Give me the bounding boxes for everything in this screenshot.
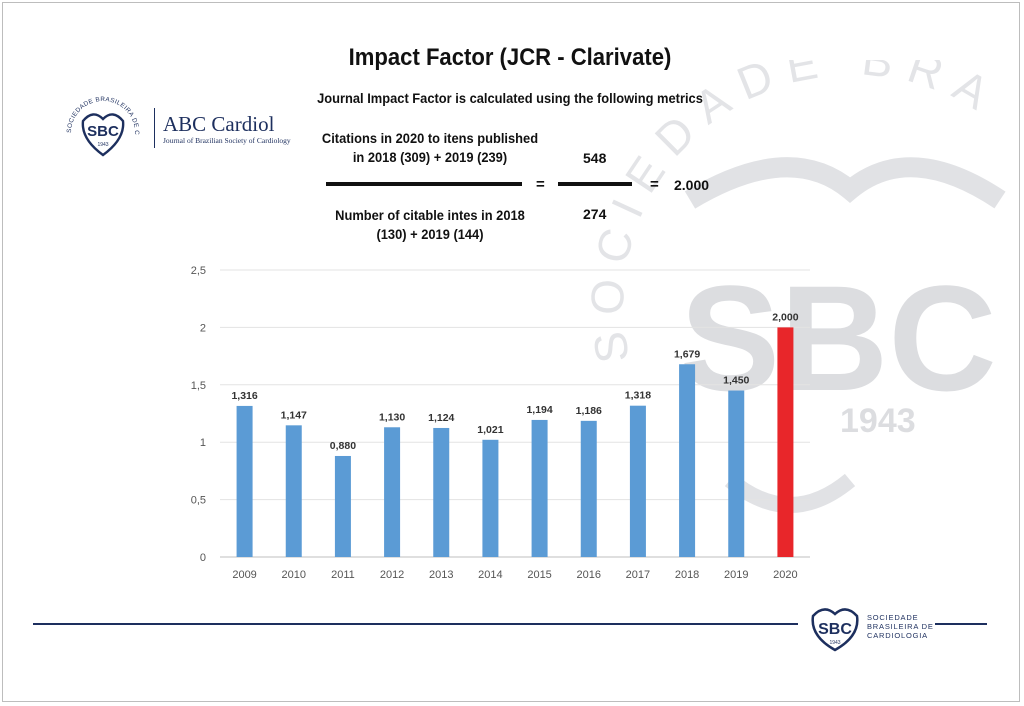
x-tick-label: 2012 [380,569,404,581]
bar-2014 [482,439,499,557]
bar-2019 [728,390,745,557]
x-tick-label: 2015 [527,569,551,581]
equals-sign: = [536,176,545,193]
seal-year-text: 1943 [97,142,108,148]
bar-2020 [777,327,794,557]
x-tick-label: 2013 [429,569,453,581]
data-label: 2,000 [772,311,798,323]
numerator-label: Citations in 2020 to itens published in … [310,129,549,167]
bar-2011 [334,455,351,557]
impact-factor-bar-chart: 0 0,5 1 1,5 2 2,5 1,316 2009 1,147 2010 0,880 2011 1… [191,265,810,581]
footer-rule-left [33,623,798,625]
abc-cardiol-name: ABC Cardiol [163,112,275,136]
numerator-label-line1: Citations in 2020 to itens published [321,130,539,146]
result-equals-sign: = [650,176,659,193]
data-label: 1,450 [723,375,749,387]
data-label: 1,124 [428,412,454,424]
x-tick-label: 2018 [675,569,699,581]
y-tick-label: 2 [200,322,206,334]
footer-year-text: 1943 [829,640,840,646]
data-label: 1,186 [576,405,602,417]
sbc-footer-logo: SBC 1943 [811,608,859,652]
denominator-label: Number of citable intes in 2018 (130) + … [310,206,549,244]
numerator-label-line2: in 2018 (309) + 2019 (239) [352,149,508,165]
abc-cardiol-subtitle: Journal of Brazilian Society of Cardiolo… [163,136,291,145]
result-value: 2.000 [674,177,710,193]
footer-rule-right [935,623,987,625]
y-tick-label: 1,5 [191,380,206,392]
data-label: 1,021 [477,424,503,436]
denominator-label-line2: (130) + 2019 (144) [376,226,484,242]
bar-2009 [236,405,253,557]
footer-line-1: SOCIEDADE [867,613,919,622]
bar-2018 [679,364,696,557]
x-tick-label: 2017 [626,569,650,581]
x-tick-label: 2014 [478,569,502,581]
bar-2012 [384,427,401,557]
y-tick-label: 1 [200,437,206,449]
x-tick-label: 2016 [577,569,601,581]
denominator-label-line1: Number of citable intes in 2018 [335,207,525,223]
fraction-bar-left [326,182,522,186]
footer-society-name: SOCIEDADE BRASILEIRA DE CARDIOLOGIA [867,613,934,640]
bar-2016 [580,420,597,557]
data-label: 1,130 [379,411,405,423]
data-label: 1,194 [526,404,552,416]
y-tick-label: 2,5 [191,265,206,277]
page-title: Impact Factor (JCR - Clarivate) [348,44,672,71]
numerator-value: 548 [583,150,607,166]
data-label: 1,147 [281,409,307,421]
watermark-year: 1943 [840,402,916,440]
data-label: 0,880 [330,440,356,452]
x-tick-label: 2019 [724,569,748,581]
sbc-seal-logo: SOCIEDADE BRASILEIRA DE CARDIOLOGIA SBC … [63,93,140,157]
bar-2017 [629,405,646,557]
page-subtitle: Journal Impact Factor is calculated usin… [317,90,703,106]
x-tick-label: 2020 [773,569,797,581]
x-tick-label: 2009 [232,569,256,581]
x-tick-label: 2011 [331,569,355,581]
seal-sbc-text: SBC [87,123,119,140]
x-tick-label: 2010 [282,569,306,581]
bar-2015 [531,419,548,557]
bar-2010 [285,425,302,557]
logo-divider [154,108,155,148]
y-tick-label: 0,5 [191,495,206,507]
fraction-bar-right [558,182,632,186]
data-label: 1,316 [231,390,257,402]
bar-2013 [433,427,450,557]
data-label: 1,318 [625,390,651,402]
footer-line-3: CARDIOLOGIA [867,631,928,640]
footer-line-2: BRASILEIRA DE [867,622,934,631]
data-label: 1,679 [674,348,700,360]
denominator-value: 274 [583,206,607,222]
footer-sbc-text: SBC [818,621,852,638]
y-tick-label: 0 [200,552,206,564]
